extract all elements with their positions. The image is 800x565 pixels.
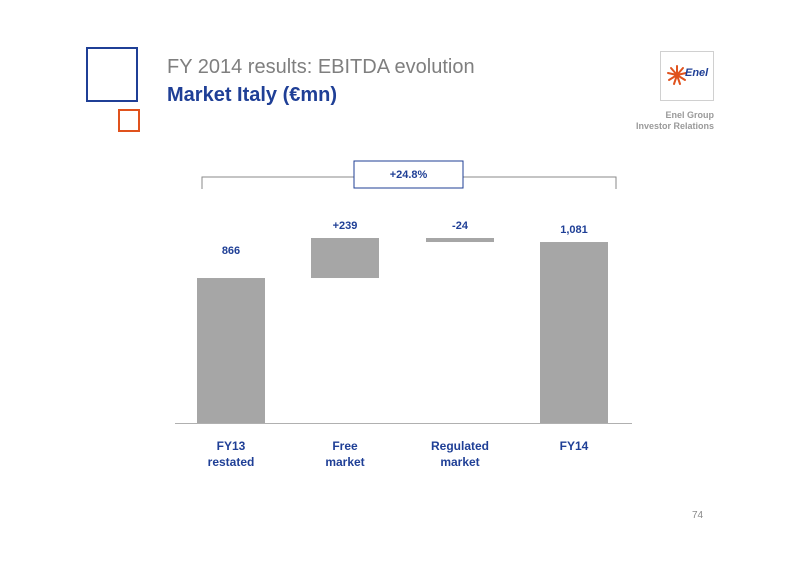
group-label: Enel Group Investor Relations: [636, 110, 714, 132]
bar-3: [540, 242, 608, 423]
growth-annotation-text: +24.8%: [390, 169, 428, 181]
category-label-3: FY14: [560, 439, 589, 453]
growth-annotation-box: [353, 160, 464, 189]
decorative-orange-square: [118, 109, 140, 132]
data-label-3: 1,081: [560, 224, 588, 236]
group-label-line2: Investor Relations: [635, 121, 714, 131]
category-label-0: FY13 restated: [208, 439, 255, 469]
page-number: 74: [692, 510, 704, 521]
data-label-2: -24: [452, 220, 469, 232]
bar-0: [197, 278, 265, 423]
data-label-0: 866: [222, 245, 240, 257]
enel-sunburst-icon: [667, 65, 687, 85]
page-subtitle: Market Italy (€mn): [167, 84, 338, 106]
group-label-line1: Enel Group: [665, 110, 714, 120]
category-label-1: Free market: [325, 439, 364, 469]
category-label-2: Regulated market: [431, 439, 489, 469]
data-label-1: +239: [333, 220, 358, 232]
bar-2: [426, 238, 494, 243]
logo-text: Enel: [685, 67, 709, 79]
decorative-blue-square: [86, 47, 138, 102]
bar-1: [311, 238, 379, 279]
page-title: FY 2014 results: EBITDA evolution: [167, 56, 475, 78]
enel-logo: Enel: [660, 51, 714, 101]
